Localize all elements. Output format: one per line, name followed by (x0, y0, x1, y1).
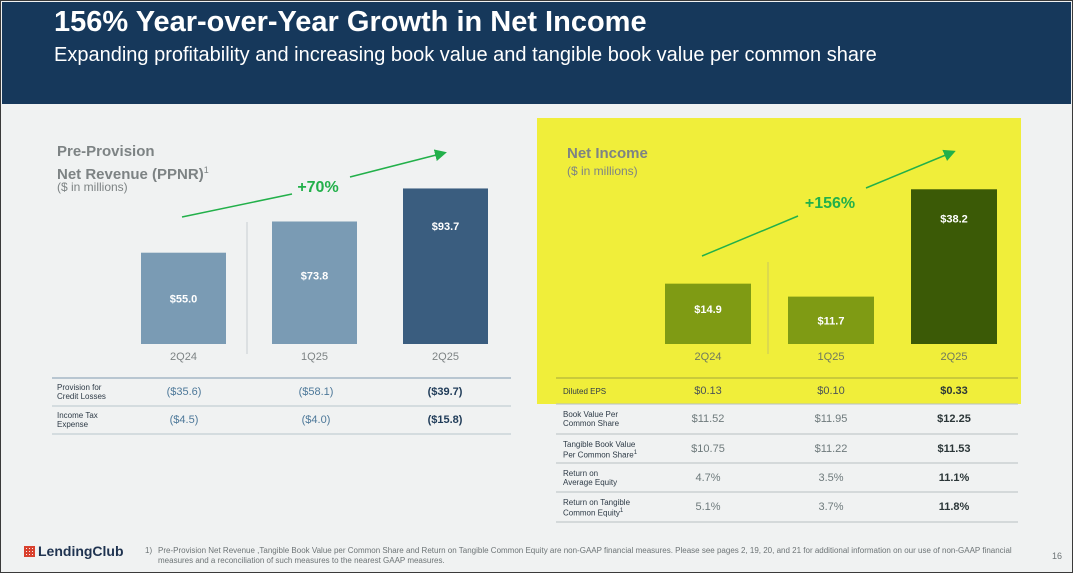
net-income-table-cell: 11.8% (938, 501, 970, 513)
net-income-table-cell: $11.52 (691, 413, 725, 425)
net-income-row-label: Book Value Per Common Share (563, 410, 620, 428)
page-number: 16 (1052, 551, 1063, 561)
ppnr-unit: ($ in millions) (57, 180, 128, 194)
ppnr-title: Pre-Provision Net Revenue (PPNR)1 (57, 142, 209, 184)
header-banner: 156% Year-over-Year Growth in Net Income… (2, 2, 1071, 104)
net-income-row-label: Tangible Book Value Per Common Share1 (563, 440, 638, 460)
footnote: Pre-Provision Net Revenue ,Tangible Book… (158, 546, 1012, 565)
ppnr-row-label: Income Tax Expense (57, 411, 98, 429)
bar-2Q25 (403, 188, 488, 344)
ppnr-growth-arrow (349, 149, 447, 178)
net-income-table-cell: 4.7% (695, 472, 721, 484)
net-income-growth-label: +156% (805, 195, 855, 212)
net-income-table-cell: $10.75 (691, 443, 725, 455)
ppnr-table-cell: ($39.7) (427, 386, 463, 398)
net-income-table-cell: 3.5% (818, 472, 844, 484)
net-income-row-label: Return on Average Equity (563, 469, 618, 487)
category-label: 2Q25 (432, 351, 459, 363)
ppnr-title-line2: Net Revenue (PPNR)1 (57, 165, 209, 183)
net-income-table-cell: $11.22 (814, 443, 848, 455)
net-income-table-cell: $0.13 (694, 385, 722, 397)
net-income-growth-arrow (865, 149, 956, 189)
net-income-unit: ($ in millions) (567, 164, 638, 178)
net-income-table-cell: $12.25 (937, 413, 971, 425)
net-income-table-cell: $11.53 (937, 443, 971, 455)
bar-value-label: $14.9 (694, 304, 722, 316)
net-income-row-label: Return on Tangible Common Equity1 (563, 498, 631, 518)
net-income-table-cell: $11.95 (814, 413, 848, 425)
ppnr-table-cell: ($15.8) (427, 414, 463, 426)
lendingclub-logo: LendingClub (24, 543, 124, 559)
bar-1Q25 (272, 221, 357, 344)
ppnr-title-line1: Pre-Provision (57, 143, 155, 160)
net-income-table-cell: 3.7% (818, 501, 844, 513)
slide-subtitle: Expanding profitability and increasing b… (54, 44, 877, 66)
net-income-row-label: Diluted EPS (563, 387, 607, 396)
ppnr-growth-label: +70% (297, 179, 338, 196)
category-label: 1Q25 (301, 351, 328, 363)
ppnr-table-cell: ($58.1) (298, 386, 334, 398)
ppnr-table-cell: ($4.5) (169, 414, 199, 426)
net-income-growth-arrow-tail (701, 215, 799, 257)
ppnr-growth-arrow-tail (181, 193, 293, 218)
net-income-table-cell: 5.1% (695, 501, 721, 513)
footnote-number: 1) (145, 546, 153, 555)
bar-2Q24 (141, 252, 226, 344)
category-label: 2Q25 (941, 351, 968, 363)
net-income-title: Net Income (567, 145, 648, 162)
bar-value-label: $11.7 (818, 315, 845, 327)
bar-1Q25 (788, 296, 874, 344)
bar-2Q24 (665, 283, 751, 344)
net-income-table-cell: $0.33 (940, 385, 968, 397)
bar-value-label: $38.2 (940, 214, 968, 226)
ppnr-row-label: Provision for Credit Losses (57, 383, 106, 401)
net-income-table-cell: 11.1% (938, 472, 970, 484)
category-label: 2Q24 (170, 351, 197, 363)
ppnr-table-cell: ($4.0) (301, 414, 331, 426)
logo-mark-icon (24, 546, 35, 557)
net-income-table-cell: $0.10 (817, 385, 845, 397)
ppnr-chart: $55.0 2Q24 $73.8 1Q25 $93.7 2Q25 (141, 188, 488, 363)
bar-value-label: $55.0 (170, 293, 198, 305)
bar-2Q25 (911, 189, 997, 344)
net-income-chart: $14.9 2Q24 $11.7 1Q25 $38.2 2Q25 (665, 189, 997, 363)
bar-value-label: $93.7 (432, 221, 460, 233)
category-label: 1Q25 (818, 351, 845, 363)
slide-title: 156% Year-over-Year Growth in Net Income (54, 6, 647, 38)
category-label: 2Q24 (695, 351, 722, 363)
ppnr-table-cell: ($35.6) (166, 386, 202, 398)
bar-value-label: $73.8 (301, 271, 329, 283)
